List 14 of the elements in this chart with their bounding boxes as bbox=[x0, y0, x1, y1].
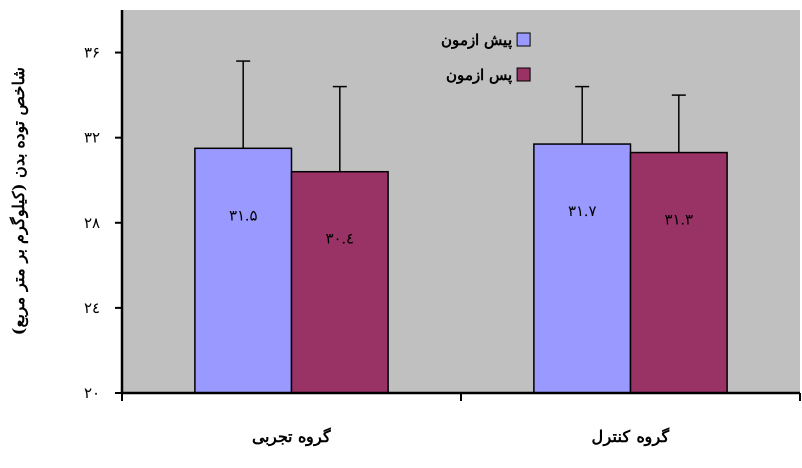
data-label: ۳۱.۵ bbox=[228, 206, 258, 224]
y-axis-title: شاخص توده بدن (کیلوگرم بر متر مربع) bbox=[9, 68, 29, 336]
y-tick-label: ۳۶ bbox=[84, 44, 100, 62]
data-label: ۳۱.۷ bbox=[568, 202, 597, 220]
x-tick-label: گروه تجربی bbox=[252, 427, 331, 447]
y-tick-label: ۲٤ bbox=[84, 298, 100, 317]
y-tick-label: ۲۸ bbox=[84, 214, 100, 232]
data-label: ۳۰.٤ bbox=[325, 230, 354, 248]
legend-label: پیش ازمون bbox=[440, 31, 512, 50]
x-tick-label: گروه کنترل bbox=[592, 427, 670, 447]
data-label: ۳۱.۳ bbox=[664, 210, 694, 229]
y-tick-label: ۳۲ bbox=[84, 128, 100, 147]
y-tick-label: ۲۰ bbox=[84, 384, 100, 402]
legend-label: پس ازمون bbox=[446, 66, 512, 85]
